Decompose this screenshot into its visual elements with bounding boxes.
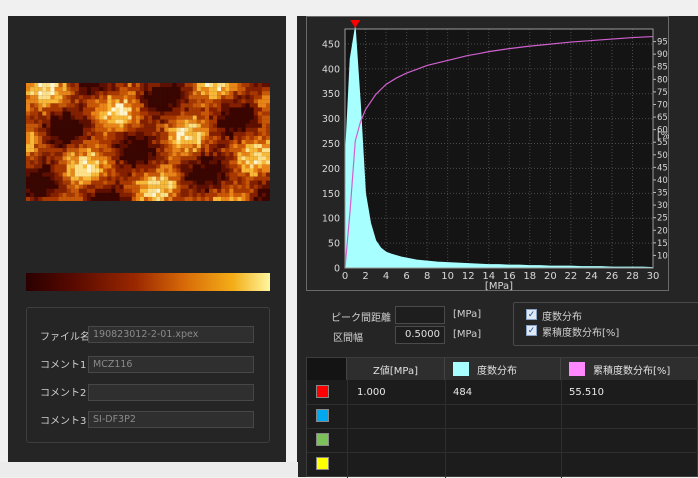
y2-tick-label: 40 [657,176,668,186]
x-tick-label: 10 [441,271,454,282]
y2-tick-label: 25 [657,214,668,224]
y2-tick-label: 70 [657,100,668,110]
bin-width-input[interactable]: 0.5000 [395,326,445,344]
y-tick-label: 250 [322,139,340,150]
histogram-chart[interactable]: 0 2 4 6 8 10 12 14 16 18 20 22 24 26 28 300501001502002… [306,16,669,291]
y2-tick-label: 60 [657,126,668,136]
y2-tick-label: 10 [657,251,668,261]
y2-axis-label: [%] [657,131,669,142]
y2-tick-label: 30 [657,201,668,211]
x-tick-label: 30 [647,271,660,282]
table-header-cumulative[interactable]: 累積度数分布[%] [561,358,698,380]
y2-tick-label: 80 [657,75,668,85]
file-info-group [26,307,270,443]
display-options-group [513,302,698,346]
z-map-image[interactable] [26,83,270,201]
y-tick-label: 150 [322,189,340,200]
row-color-swatch-yellow[interactable] [316,457,329,470]
y-tick-label: 50 [328,239,340,250]
x-tick-label: 4 [383,271,389,282]
row-color-swatch-blue[interactable] [316,409,329,422]
table-header-frequency[interactable]: 度数分布 [445,358,561,380]
x-tick-label: 20 [544,271,557,282]
cumulative-distribution-line[interactable] [344,35,654,269]
x-tick-label: 24 [585,271,598,282]
x-tick-label: 28 [626,271,639,282]
row-color-swatch-green[interactable] [316,433,329,446]
status-strip [0,462,298,477]
y2-tick-label: 75 [657,88,668,98]
frequency-checkbox-label[interactable]: 度数分布 [542,312,582,323]
y-tick-label: 400 [322,64,340,75]
y2-tick-label: 45 [657,163,668,173]
y-tick-label: 300 [322,114,340,125]
y-tick-label: 100 [322,214,340,225]
peak-table[interactable]: Z値[MPa] 度数分布 累積度数分布[%] 1.000 484 55.510 [306,357,698,478]
comment1-field[interactable]: MCZ116 [88,356,254,373]
peak-marker-icon[interactable] [350,20,361,28]
cumulative-checkbox[interactable]: ✓ [526,325,537,336]
frequency-checkbox[interactable]: ✓ [526,309,537,320]
plot-area [345,29,653,268]
table-cell-frequency[interactable]: 484 [453,387,473,398]
histogram-chart-frame [306,16,669,291]
x-tick-label: 2 [362,271,368,282]
x-tick-label: 0 [342,271,348,282]
x-tick-label: 12 [462,271,475,282]
comment3-field[interactable]: SI-DF3P2 [88,411,254,428]
y-tick-label: 450 [322,39,340,50]
check-mark-icon: ✓ [527,325,536,336]
y2-tick-label: 90 [657,50,668,60]
x-tick-label: 16 [503,271,516,282]
y2-tick-label: 35 [657,189,668,199]
peak-distance-label: ピーク間距離 [331,313,391,324]
bin-width-unit: [MPa] [453,329,482,340]
peak-distance-input[interactable] [395,306,445,324]
x-tick-label: 14 [482,271,495,282]
x-tick-label: 26 [606,271,619,282]
y2-tick-label: 85 [657,63,668,73]
x-axis-label: [MPa] [485,281,513,291]
table-header-z[interactable]: Z値[MPa] [347,358,445,380]
filename-field[interactable]: 190823012-2-01.xpex [88,326,254,343]
comment2-field[interactable] [88,384,254,401]
filename-label: ファイル名 [40,332,90,343]
table-corner-cell[interactable] [307,358,347,380]
table-cell-z[interactable]: 1.000 [357,387,386,398]
cumulative-color-swatch [569,362,585,376]
x-tick-label: 6 [403,271,409,282]
table-divider [307,404,698,405]
table-divider [445,380,446,478]
x-tick-label: 18 [523,271,536,282]
table-divider [307,452,698,453]
comment3-label: コメント3 [40,416,87,427]
color-scale-bar [26,273,270,291]
row-color-swatch-red[interactable] [316,385,329,398]
frequency-color-swatch [453,362,469,376]
y2-tick-label: 65 [657,113,668,123]
check-mark-icon: ✓ [527,309,536,320]
y2-tick-label: 95 [657,38,668,48]
table-cell-cumulative[interactable]: 55.510 [569,387,604,398]
plot-border [344,28,654,269]
y2-tick-label: 55 [657,138,668,148]
y2-tick-label: 50 [657,151,668,161]
cumulative-checkbox-label[interactable]: 累積度数分布[%] [542,328,620,339]
y2-tick-label: 15 [657,239,668,249]
table-divider [307,428,698,429]
peak-distance-unit: [MPa] [453,309,482,320]
comment2-label: コメント2 [40,388,87,399]
table-divider [561,380,562,478]
bin-width-label: 区間幅 [333,333,363,344]
y-tick-label: 200 [322,164,340,175]
table-divider [347,380,348,478]
frequency-distribution-area[interactable] [344,26,654,269]
comment1-label: コメント1 [40,360,87,371]
x-tick-label: 8 [424,271,430,282]
x-tick-label: 22 [564,271,577,282]
y-tick-label: 350 [322,89,340,100]
y-tick-label: 0 [334,264,340,275]
y2-tick-label: 20 [657,226,668,236]
